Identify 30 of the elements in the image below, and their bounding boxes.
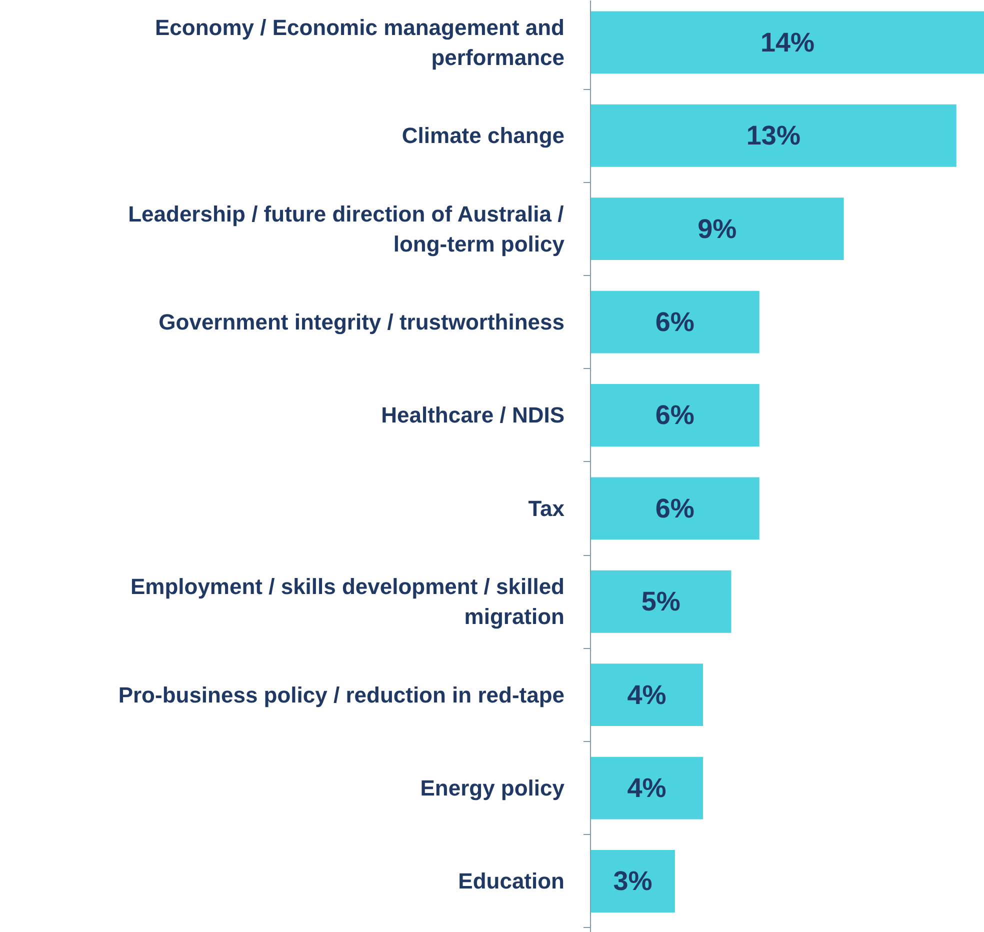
data-label: 6%	[655, 493, 694, 524]
y-tick-label: Pro-business policy / reduction in red-tape	[118, 682, 564, 708]
data-label: 6%	[655, 307, 694, 338]
data-label: 6%	[655, 400, 694, 430]
data-label: 9%	[698, 214, 737, 244]
bar	[590, 477, 760, 540]
data-label: 13%	[746, 120, 800, 151]
y-tick-label: Leadership / future direction of Australia / long-term policy	[128, 201, 566, 256]
y-tick-label: Government integrity / trustworthiness	[158, 310, 565, 335]
y-tick-label: Tax	[528, 496, 566, 521]
data-label: 4%	[627, 680, 666, 710]
y-tick-label: Healthcare / NDIS	[381, 402, 565, 428]
bar	[590, 104, 956, 167]
data-label: 14%	[760, 27, 815, 58]
y-tick-label: Economy / Economic management and performance	[154, 14, 565, 70]
bar	[590, 664, 704, 726]
data-label: 4%	[627, 773, 666, 804]
data-label: 3%	[613, 866, 652, 896]
data-label: 5%	[641, 586, 680, 617]
bar	[590, 198, 844, 260]
y-tick-label: Employment / skills development / skilled migration	[130, 574, 565, 630]
bar	[590, 570, 732, 633]
y-tick-label: Climate change	[402, 123, 565, 148]
bar	[590, 850, 675, 912]
bar	[590, 290, 760, 354]
bar	[590, 11, 984, 74]
bar	[590, 384, 760, 446]
y-tick-label: Education	[458, 868, 565, 894]
bar	[590, 756, 704, 820]
y-tick-label: Energy policy	[420, 776, 566, 801]
